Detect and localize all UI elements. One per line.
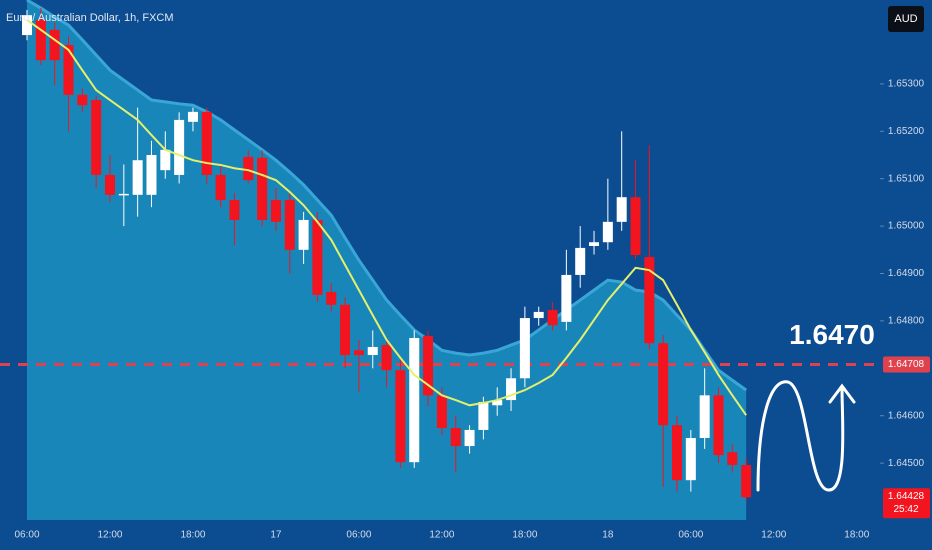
x-tick-label: 06:00 <box>346 530 371 541</box>
countdown-label: 25:42 <box>893 504 918 515</box>
y-tick-label: 1.65000 <box>888 221 925 232</box>
candle-body <box>229 200 240 220</box>
candle-body <box>215 174 226 201</box>
candle-body <box>533 311 544 319</box>
title: Euro / Australian Dollar, 1h, FXCM <box>6 12 174 24</box>
candle-body <box>49 29 60 61</box>
x-tick-label: 06:00 <box>14 530 39 541</box>
candle-body <box>270 200 281 222</box>
candle-body <box>201 111 212 175</box>
x-tick-label: 18 <box>602 530 614 541</box>
candle-body <box>713 395 724 456</box>
candle-body <box>146 155 157 195</box>
candle-body <box>741 465 752 498</box>
candle-body <box>561 274 572 322</box>
x-tick-label: 18:00 <box>512 530 537 541</box>
y-tick-label: 1.64500 <box>888 458 925 469</box>
y-tick-label: 1.64900 <box>888 268 925 279</box>
currency-button-label: AUD <box>894 13 917 25</box>
candle-body <box>630 197 641 256</box>
candle-body <box>257 157 268 220</box>
candle-body <box>22 15 32 36</box>
x-tick-label: 17 <box>270 530 282 541</box>
candle-body <box>492 400 503 406</box>
candle-body <box>685 437 696 481</box>
candle-body <box>132 160 143 195</box>
candle-body <box>91 100 102 175</box>
candle-body <box>353 350 364 356</box>
x-tick-label: 12:00 <box>97 530 122 541</box>
candle-body <box>409 337 420 463</box>
y-tick-label: 1.65300 <box>888 79 925 90</box>
candle-body <box>464 429 475 447</box>
candle-body <box>118 193 129 196</box>
y-tick-label: 1.64600 <box>888 410 925 421</box>
hand-drawn-arrow <box>756 380 856 492</box>
x-tick-label: 18:00 <box>844 530 869 541</box>
reference-price-label: 1.64708 <box>888 359 925 370</box>
x-tick-label: 06:00 <box>678 530 703 541</box>
candle-body <box>284 200 295 250</box>
annotation: 1.6470 <box>789 319 875 350</box>
reference-price-box <box>883 356 930 373</box>
candle-body <box>104 174 115 195</box>
last-price-box <box>883 488 930 519</box>
candle-body <box>77 94 88 106</box>
currency-button[interactable] <box>888 6 924 32</box>
x-tick-label: 18:00 <box>180 530 205 541</box>
candle-body <box>589 242 600 247</box>
candle-body <box>478 401 489 430</box>
candle-body <box>367 346 378 356</box>
moving-average <box>26 19 747 416</box>
y-tick-label: 1.64800 <box>888 316 925 327</box>
candle-body <box>298 219 309 250</box>
candle-body <box>35 19 46 61</box>
candle-body <box>602 221 613 243</box>
candle-body <box>326 291 337 305</box>
candle-body <box>506 378 517 401</box>
candle-body <box>575 247 586 275</box>
candle-body <box>381 345 392 371</box>
candle-body <box>658 343 669 426</box>
last-price-label: 1.64428 <box>888 491 925 502</box>
candle-body <box>160 149 171 171</box>
arrow-head <box>828 383 856 404</box>
candle-body <box>616 197 627 222</box>
candle-body <box>312 219 323 295</box>
candle-body <box>547 310 558 326</box>
candle-body <box>340 304 351 356</box>
candle-body <box>243 156 254 181</box>
candle-body <box>174 119 185 175</box>
x-tick-label: 12:00 <box>761 530 786 541</box>
candle-body <box>450 428 461 447</box>
y-tick-label: 1.65100 <box>888 173 925 184</box>
candle-body <box>727 452 738 466</box>
candle-body <box>63 45 74 95</box>
candle-body <box>672 425 683 481</box>
candle-body <box>436 395 447 429</box>
candle-body <box>423 336 434 396</box>
envelope-edge <box>26 0 748 392</box>
candle-body <box>699 395 710 438</box>
y-tick-label: 1.65200 <box>888 126 925 137</box>
candle-body <box>395 370 406 463</box>
x-tick-label: 12:00 <box>429 530 454 541</box>
candle-body <box>187 111 198 122</box>
candle-body <box>644 256 655 344</box>
arrow-curve <box>756 380 845 492</box>
candle-body <box>519 318 530 379</box>
